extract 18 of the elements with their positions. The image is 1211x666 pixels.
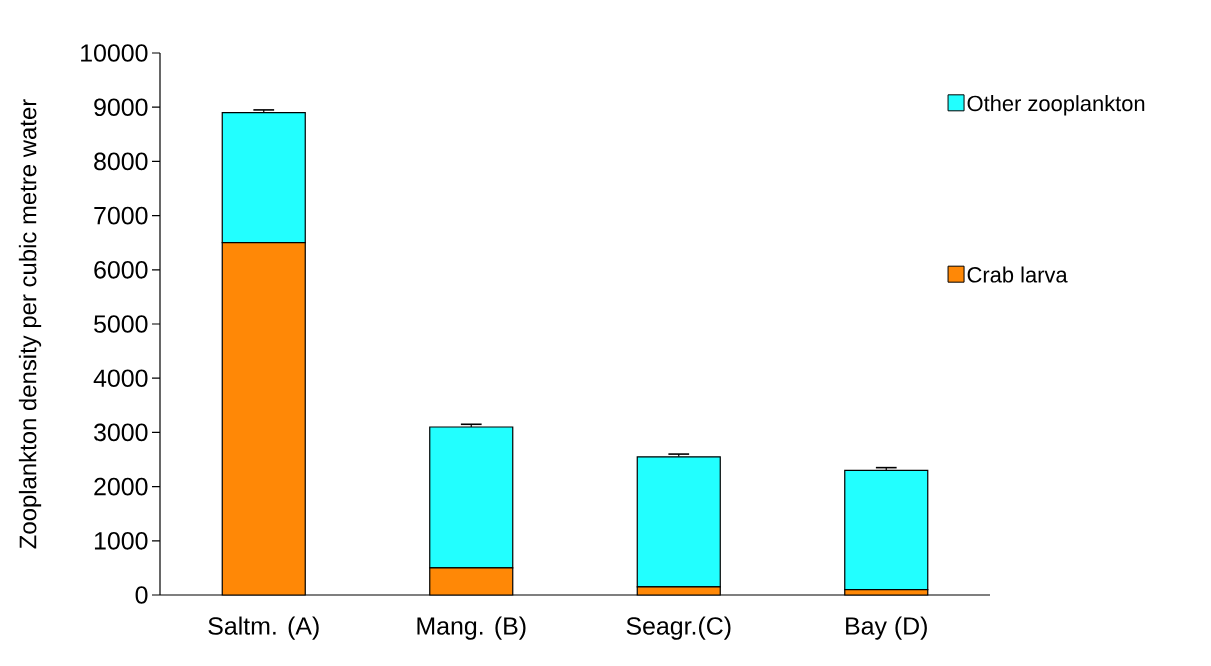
y-tick-label: 3000 (94, 423, 148, 442)
y-tick-label: 10000 (81, 44, 148, 62)
y-tick-label: 9000 (94, 98, 148, 117)
y-tick-label: 8000 (94, 152, 148, 171)
y-tick-label: 5000 (94, 315, 148, 333)
x-tick-label: Bay (D) (846, 616, 927, 640)
legend-label: Other zooplankton (967, 95, 1145, 116)
y-tick-label: 6000 (94, 260, 148, 279)
y-tick-label: 0 (135, 586, 148, 604)
y-tick-label: 2000 (94, 477, 148, 496)
y-tick-label: 1000 (94, 531, 148, 550)
y-axis-title: Zooplankton density per cubic metre water (18, 99, 42, 549)
x-tick-label: Mang. (B) (417, 616, 526, 640)
x-tick-label: Saltm. (A) (208, 616, 319, 640)
x-tick-label: Seagr.(C) (626, 616, 731, 640)
y-tick-label: 7000 (94, 206, 148, 225)
legend-label: Crab larva (967, 266, 1068, 283)
y-tick-label: 4000 (93, 369, 148, 388)
